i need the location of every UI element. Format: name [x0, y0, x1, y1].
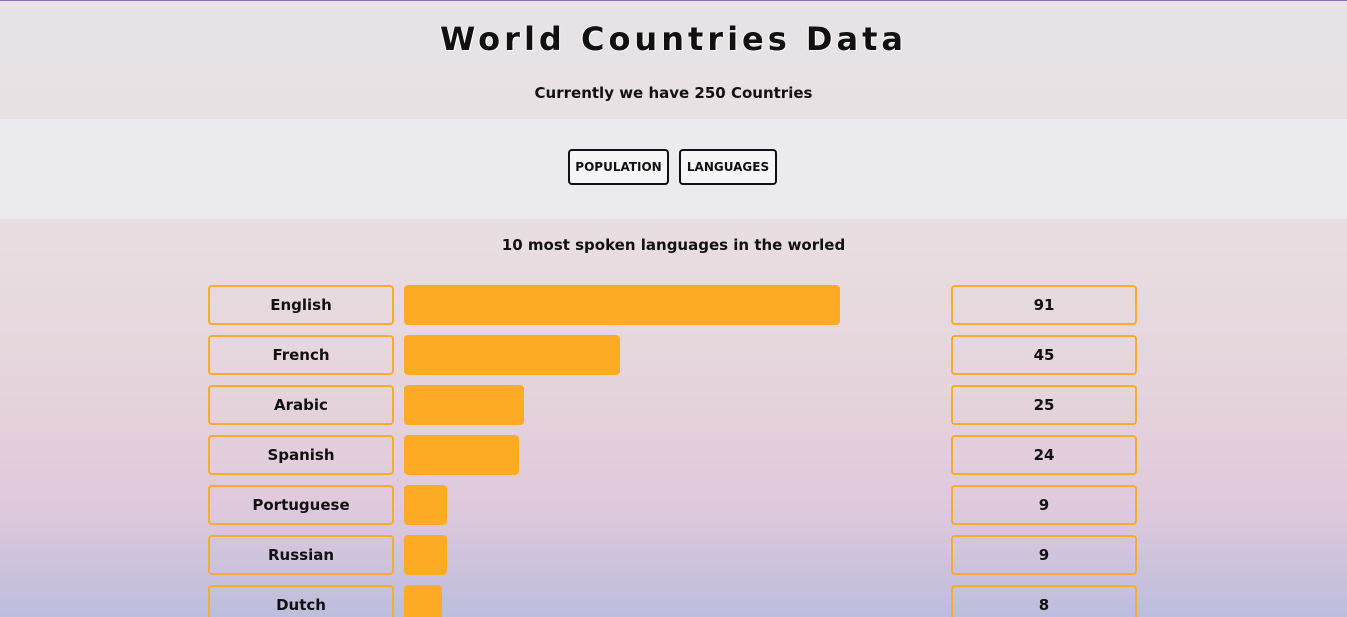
language-bar [404, 485, 447, 525]
language-label: English [208, 285, 394, 325]
chart-title: 10 most spoken languages in the worled [501, 236, 846, 254]
language-bar [404, 435, 519, 475]
language-bar [404, 585, 442, 617]
language-bar [404, 535, 447, 575]
chart-row: Portuguese 9 [0, 485, 1347, 525]
language-count: 45 [951, 335, 1137, 375]
language-count: 25 [951, 385, 1137, 425]
chart-row: Dutch 8 [0, 585, 1347, 617]
language-label: Dutch [208, 585, 394, 617]
language-label: Arabic [208, 385, 394, 425]
population-button[interactable]: POPULATION [568, 149, 669, 185]
language-count: 91 [951, 285, 1137, 325]
language-bar [404, 385, 524, 425]
chart-row: Arabic 25 [0, 385, 1347, 425]
language-label: Spanish [208, 435, 394, 475]
language-count: 8 [951, 585, 1137, 617]
chart-row: French 45 [0, 335, 1347, 375]
language-bar [404, 285, 840, 325]
top-border [0, 0, 1347, 1]
page-subtitle: Currently we have 250 Countries [534, 84, 813, 102]
language-count: 9 [951, 485, 1137, 525]
language-count: 9 [951, 535, 1137, 575]
chart-row: English 91 [0, 285, 1347, 325]
language-count: 24 [951, 435, 1137, 475]
button-bar: POPULATION LANGUAGES [0, 119, 1347, 219]
language-label: Portuguese [208, 485, 394, 525]
language-label: Russian [208, 535, 394, 575]
chart-row: Spanish 24 [0, 435, 1347, 475]
chart-row: Russian 9 [0, 535, 1347, 575]
language-bar [404, 335, 620, 375]
page-title: World Countries Data [440, 20, 907, 58]
language-label: French [208, 335, 394, 375]
languages-button[interactable]: LANGUAGES [679, 149, 777, 185]
page-header: World Countries Data Currently we have 2… [0, 0, 1347, 119]
